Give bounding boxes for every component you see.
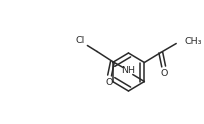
Text: CH₃: CH₃ [184, 37, 201, 46]
Text: O: O [105, 78, 113, 87]
Text: O: O [160, 69, 167, 78]
Text: NH: NH [120, 66, 134, 75]
Text: Cl: Cl [75, 36, 84, 45]
